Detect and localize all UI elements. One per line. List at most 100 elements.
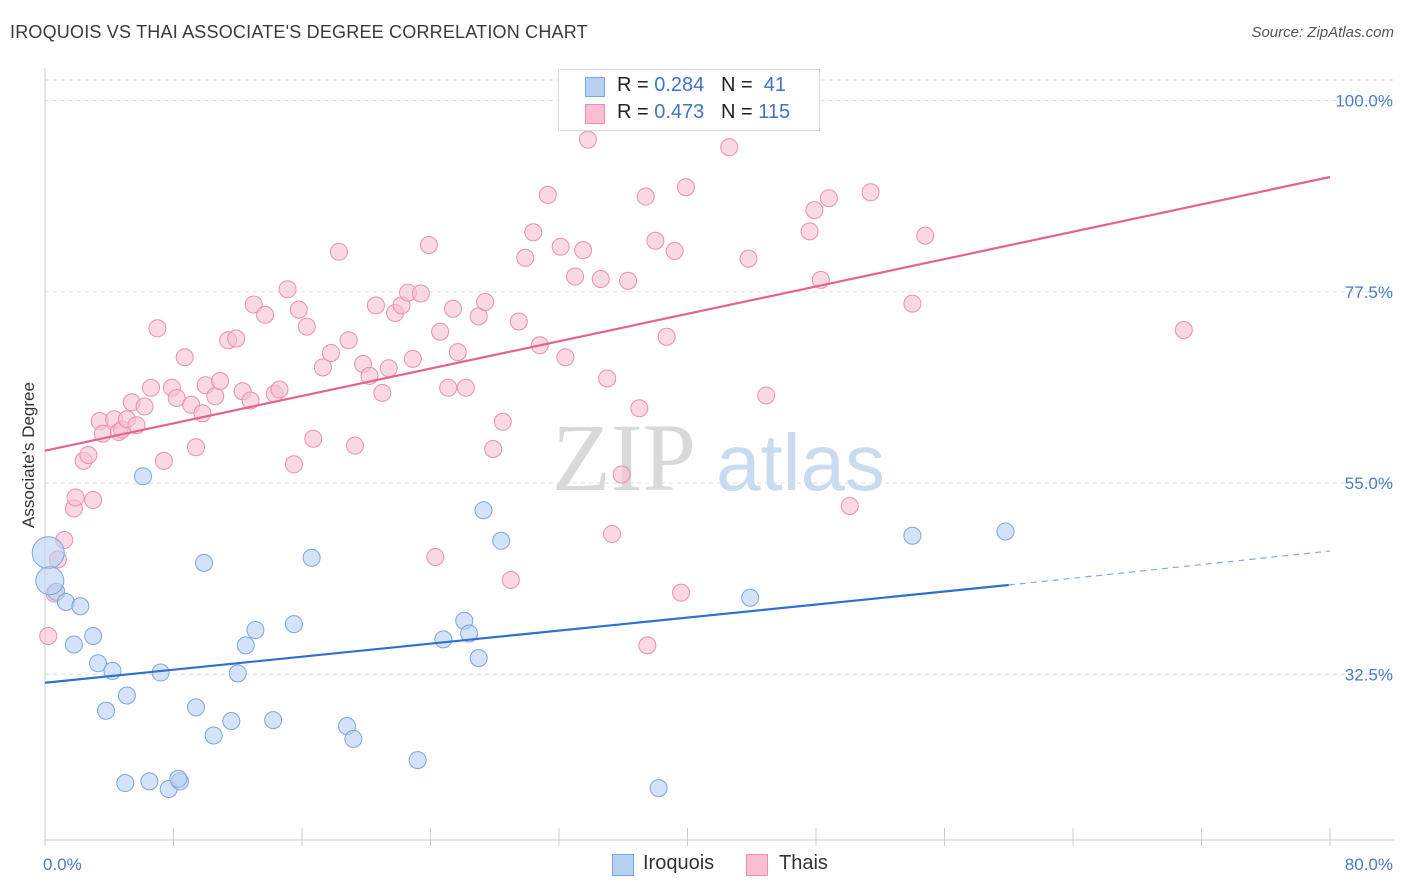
legend-n-value: 41 [758,74,787,96]
thais-point [241,391,260,410]
thais-point [411,284,430,303]
thais-point [84,491,103,509]
thais-point [598,369,617,388]
thais-point [186,438,205,457]
iroquois-point [741,588,760,607]
thais-point [403,349,422,368]
gridlines [45,79,1395,675]
stats-legend: R = 0.284 N = 41 R = 0.473 N = 115 [558,69,820,131]
thais-point [840,496,859,515]
bottom-legend-iroquois: Iroquois [643,852,715,874]
iroquois-point [492,531,511,550]
iroquois-trend-extension [1008,550,1331,586]
iroquois-point [649,779,668,798]
thais-point [211,372,230,390]
watermark-atlas: atlas [716,418,885,507]
thais-point [603,525,622,543]
thais-point [142,378,161,397]
thais-point [244,295,263,314]
iroquois-point [186,698,205,717]
thais-point [426,547,445,566]
thais-point [366,296,385,315]
thais-point [419,236,438,254]
tick-labels: 32.5% 55.0% 77.5% 100.0% 0.0% 80.0% [43,92,1393,875]
thais-point [313,358,332,377]
iroquois-point [89,654,108,673]
iroquois-point [344,729,363,748]
thais-point [861,183,880,202]
iroquois-point [228,664,247,683]
thais-point [566,267,585,286]
axes [44,68,1395,846]
thais-point [476,292,495,311]
watermark-zip: ZIP [552,404,696,511]
thais-point [805,201,824,220]
legend-swatch-thais [585,104,605,124]
thais-point [903,294,922,313]
legend-r-label: R = [617,101,655,123]
thais-point [431,322,450,341]
thais-point [256,305,275,324]
thais-point [66,488,85,507]
x-tick-label: 0.0% [43,855,82,874]
legend-row-thais: R = 0.473 N = 115 [617,101,790,127]
thais-point [524,223,543,242]
iroquois-point [996,522,1015,541]
iroquois-point [460,624,479,643]
thais-point [448,343,467,362]
thais-point [574,241,593,260]
thais-point [676,178,695,197]
legend-n-label: N = [720,101,759,123]
watermark: ZIP atlas [552,404,885,511]
thais-point [509,312,528,331]
thais-point [439,378,458,397]
thais-point [646,231,665,250]
thais-point [665,241,684,260]
thais-point [346,436,365,455]
thais-point [493,412,512,431]
iroquois-point [117,686,136,705]
iroquois-point [434,630,453,649]
thais-point [321,343,340,362]
thais-point [39,627,58,645]
thais-point [289,300,308,319]
thais-point [148,319,167,338]
thais-point [638,636,657,655]
iroquois-point [302,548,321,567]
iroquois-point [35,566,65,596]
y-tick-label: 77.5% [1345,283,1393,302]
thais-point [757,386,776,405]
thais-point [630,399,649,418]
thais-point [578,130,597,149]
thais-point [304,429,323,448]
y-tick-label: 32.5% [1345,665,1393,684]
iroquois-point [97,701,116,720]
bottom-legend-swatch-thais [746,854,768,876]
bottom-legend-swatch-iroquois [612,854,634,876]
thais-point [270,380,289,399]
thais-point [619,271,638,290]
legend-n-label: N = [720,74,759,96]
thais-point [720,138,739,157]
thais-point [556,348,575,367]
thais-point [1174,321,1193,339]
iroquois-point [140,772,159,791]
iroquois-point [31,536,65,570]
thais-point [167,389,186,407]
thais-point [175,348,194,367]
iroquois-point [264,711,283,730]
thais-point [373,383,392,402]
legend-r-label: R = [617,74,655,96]
x-tick-label: 80.0% [1345,855,1393,874]
thais-point [154,451,173,470]
iroquois-point [204,726,223,745]
iroquois-point [903,526,922,545]
iroquois-point [469,649,488,668]
thais-point [516,248,535,267]
thais-point [636,187,655,206]
iroquois-point [222,712,241,730]
thais-point [672,583,691,602]
thais-point [800,222,819,241]
iroquois-point [116,774,135,793]
thais-point [501,570,520,589]
